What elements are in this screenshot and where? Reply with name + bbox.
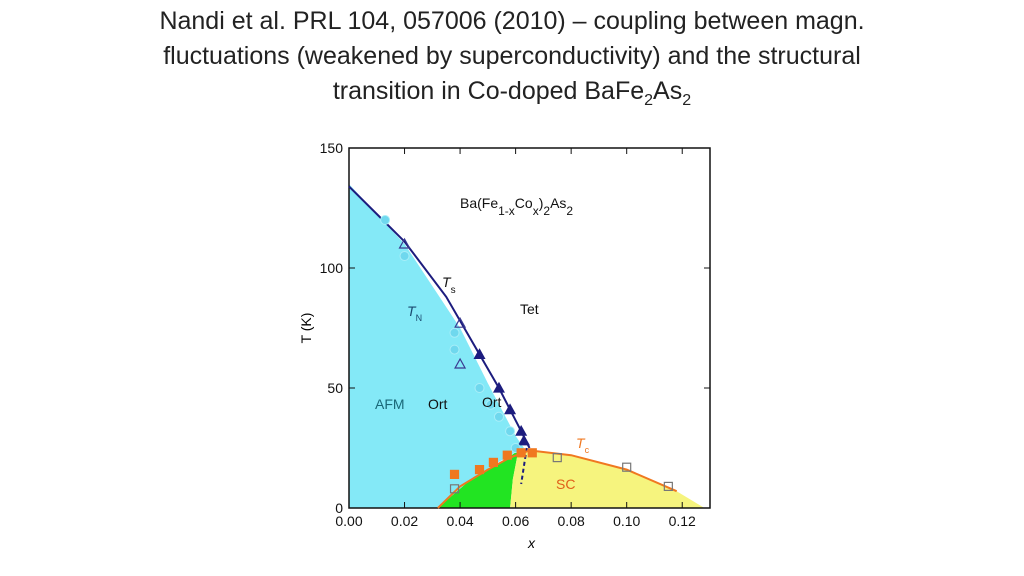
triangle-marker — [504, 403, 517, 415]
annotation-part: Ort — [428, 396, 448, 412]
square-marker — [622, 462, 632, 472]
annotation-part: 2 — [566, 204, 573, 218]
circle-marker — [449, 344, 460, 355]
title-text: fluctuations (weakened by superconductiv… — [163, 42, 861, 70]
triangle-marker — [454, 357, 467, 369]
annotation: Tet — [520, 301, 539, 317]
square-marker — [449, 484, 460, 494]
triangle-marker — [454, 316, 467, 328]
phase-region — [510, 450, 705, 508]
slide-title: Nandi et al. PRL 104, 057006 (2010) – co… — [0, 4, 1024, 118]
annotation-part: 1-x — [498, 204, 515, 218]
annotation: Ba(Fe1-xCox)2As2 — [460, 195, 573, 218]
annotation-part: s — [451, 285, 456, 296]
square-marker — [449, 469, 460, 479]
square-marker — [663, 481, 673, 491]
annotation-part: Ba(Fe — [460, 195, 498, 211]
annotation: Tc — [576, 435, 590, 455]
annotation: Ort — [482, 394, 502, 410]
square-marker — [516, 448, 526, 458]
annotation-part: Ort — [482, 394, 502, 410]
title-text: transition in Co-doped BaFe — [332, 77, 645, 105]
title-text: 2 — [644, 92, 654, 109]
x-tick-label: 0.08 — [558, 513, 585, 529]
x-tick-label: 0.02 — [391, 513, 418, 529]
annotation-part: T — [442, 274, 452, 290]
annotation-part: N — [416, 313, 423, 323]
square-marker — [502, 450, 512, 460]
annotation-part: c — [585, 445, 590, 455]
square-marker — [527, 448, 537, 458]
square-marker — [474, 465, 485, 475]
phase-region — [349, 184, 524, 508]
circle-marker — [505, 426, 516, 437]
annotation-part: T — [576, 435, 586, 451]
plot-frame — [348, 147, 711, 509]
triangle-marker — [398, 237, 411, 249]
annotation-part: AFM — [375, 396, 405, 412]
title-line: Nandi et al. PRL 104, 057006 (2010) – co… — [0, 4, 1024, 39]
circle-marker — [399, 251, 410, 261]
y-tick-label: 0 — [335, 500, 343, 516]
y-axis-label: T (K) — [298, 313, 314, 344]
y-tick-label: 50 — [327, 380, 343, 396]
x-tick-label: 0.12 — [669, 513, 696, 529]
triangle-marker — [515, 424, 528, 436]
triangle-marker — [492, 381, 505, 393]
circle-marker — [485, 399, 496, 410]
annotation: Ort — [428, 396, 448, 412]
x-tick-label: 0.06 — [502, 513, 529, 529]
annotation-part: Tet — [520, 301, 539, 317]
y-tick-label: 100 — [320, 260, 344, 276]
x-tick-label: 0.00 — [335, 513, 362, 529]
x-axis-label: x — [527, 535, 536, 551]
square-marker — [488, 457, 498, 467]
square-marker — [552, 453, 562, 463]
circle-marker — [474, 383, 485, 393]
title-text: 2 — [682, 92, 692, 109]
dashed-curve — [520, 447, 528, 485]
title-text: Nandi et al. PRL 104, 057006 (2010) – co… — [159, 7, 865, 35]
annotation-part: 2 — [543, 204, 550, 218]
annotation-part: x — [533, 204, 539, 218]
annotation-part: T — [407, 303, 417, 319]
annotation-part: Co — [515, 195, 533, 211]
annotation-part: SC — [556, 476, 575, 492]
annotation: AFM — [375, 396, 405, 412]
annotation: TN — [407, 303, 422, 323]
annotation: Ts — [442, 274, 456, 296]
title-line: transition in Co-doped BaFe2As2 — [0, 74, 1024, 118]
triangle-marker — [473, 348, 486, 359]
annotation-part: ) — [539, 195, 544, 211]
circle-marker — [380, 215, 391, 225]
x-tick-label: 0.10 — [613, 513, 640, 529]
x-tick-label: 0.04 — [446, 513, 473, 529]
triangle-marker — [517, 434, 530, 446]
title-line: fluctuations (weakened by superconductiv… — [0, 39, 1024, 74]
circle-marker — [449, 327, 460, 338]
title-text: As — [653, 77, 683, 105]
annotation: SC — [556, 476, 575, 492]
annotation-part: As — [550, 195, 566, 211]
circle-marker — [493, 411, 504, 422]
y-tick-label: 150 — [320, 140, 344, 156]
